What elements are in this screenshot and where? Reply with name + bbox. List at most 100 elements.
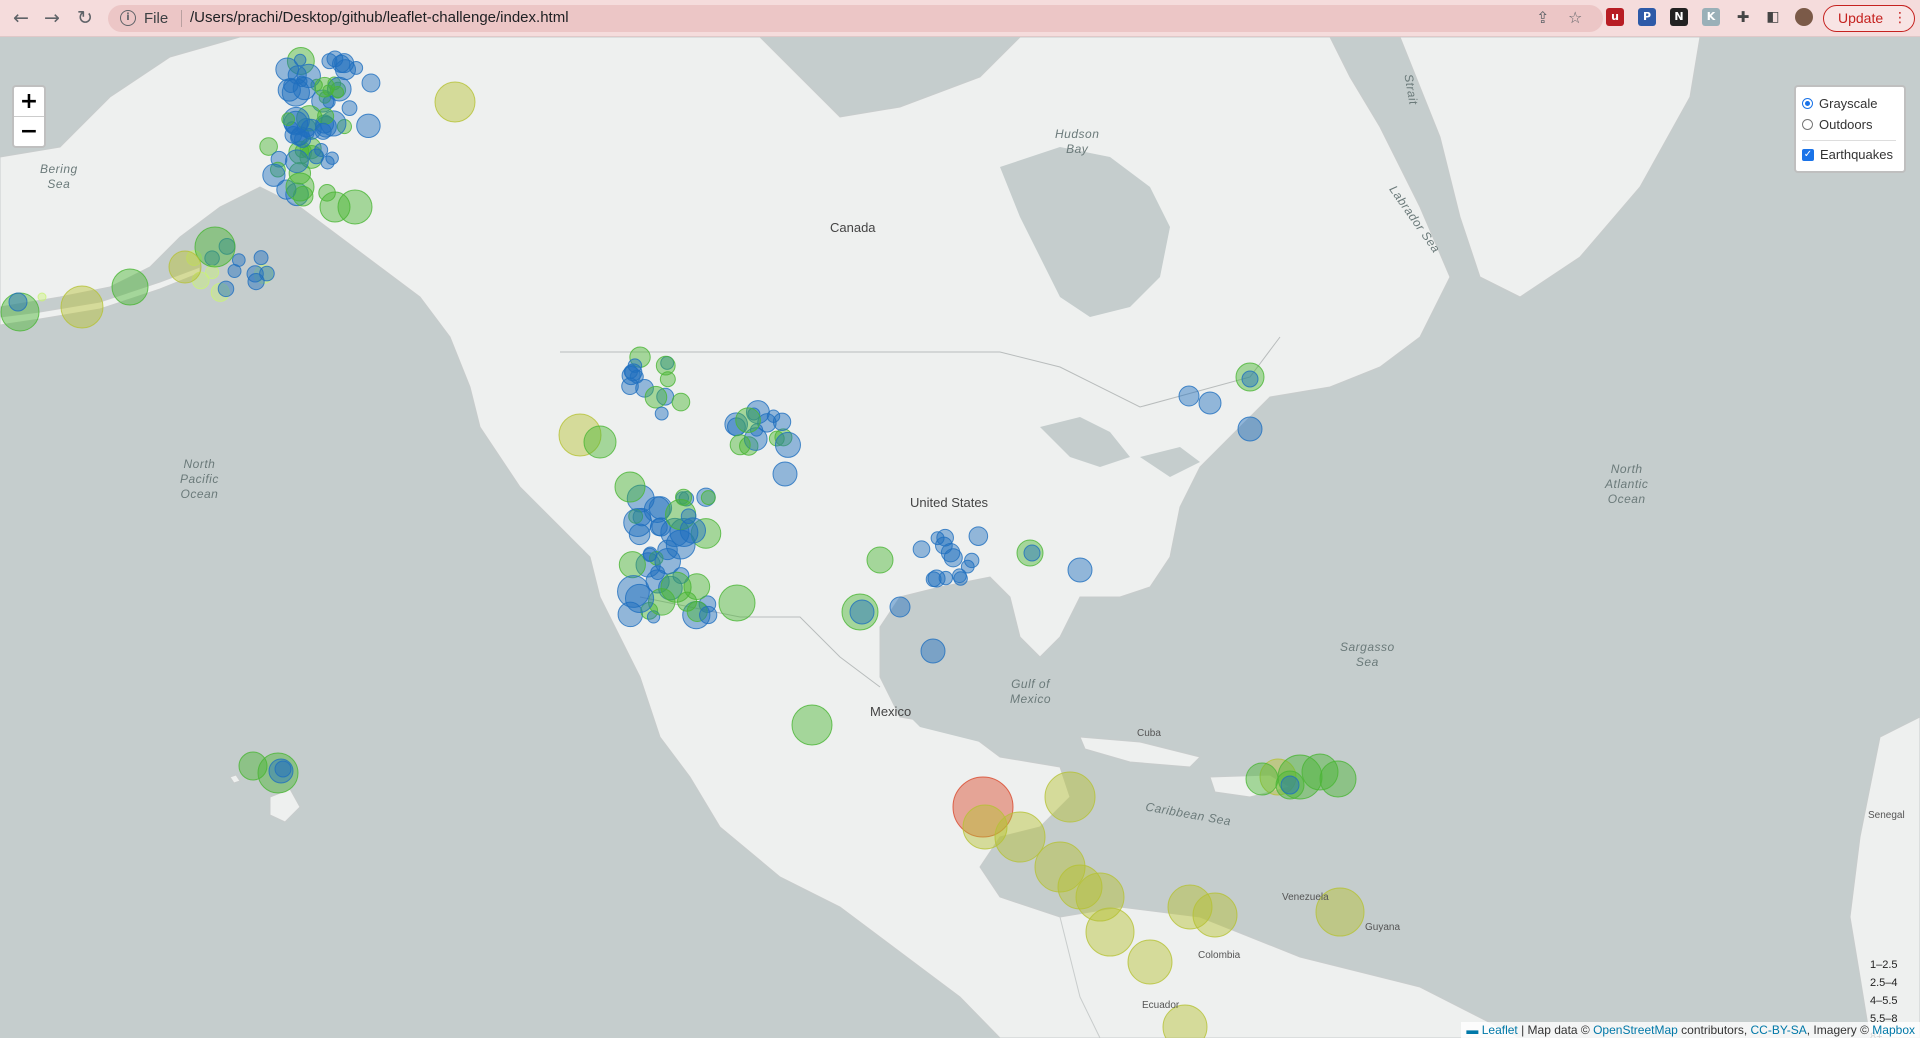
- earthquake-marker[interactable]: [700, 490, 716, 506]
- zoom-in-button[interactable]: +: [14, 87, 44, 117]
- earthquake-marker[interactable]: [1198, 391, 1222, 415]
- earthquake-marker[interactable]: [671, 392, 691, 412]
- earthquake-marker[interactable]: [217, 280, 235, 298]
- earthquake-marker[interactable]: [629, 369, 644, 384]
- earthquake-marker[interactable]: [1315, 887, 1365, 937]
- earthquake-marker[interactable]: [361, 73, 381, 93]
- earthquake-marker[interactable]: [644, 385, 668, 409]
- ublock-extension-icon[interactable]: u: [1606, 8, 1624, 26]
- earthquake-marker[interactable]: [772, 412, 792, 432]
- earthquake-marker[interactable]: [680, 508, 697, 525]
- bookmark-star-icon[interactable]: ☆: [1568, 8, 1583, 27]
- earthquake-marker[interactable]: [936, 528, 954, 547]
- earthquake-marker[interactable]: [943, 548, 963, 568]
- earthquake-marker[interactable]: [583, 425, 617, 459]
- earthquake-marker[interactable]: [841, 593, 879, 631]
- earthquake-marker[interactable]: [314, 142, 329, 157]
- earthquake-marker[interactable]: [317, 107, 335, 125]
- earthquake-marker[interactable]: [285, 172, 315, 202]
- earthquake-marker[interactable]: [617, 601, 644, 628]
- profile-avatar[interactable]: [1795, 8, 1813, 26]
- earthquake-marker[interactable]: [952, 776, 1014, 838]
- license-link[interactable]: CC-BY-SA: [1750, 1023, 1807, 1037]
- earthquake-marker[interactable]: [168, 250, 202, 284]
- earthquake-marker[interactable]: [8, 292, 28, 312]
- earthquake-marker[interactable]: [259, 137, 278, 156]
- earthquake-marker[interactable]: [318, 184, 336, 202]
- earthquake-marker[interactable]: [774, 428, 793, 447]
- earthquake-marker[interactable]: [640, 601, 659, 620]
- earthquake-marker[interactable]: [1127, 939, 1173, 985]
- earthquake-marker[interactable]: [654, 406, 669, 421]
- earthquake-marker[interactable]: [618, 551, 646, 579]
- earthquake-marker[interactable]: [262, 163, 286, 187]
- address-bar[interactable]: i File /Users/prachi/Desktop/github/leaf…: [108, 5, 1603, 32]
- leaflet-link[interactable]: Leaflet: [1481, 1023, 1518, 1037]
- earthquake-marker[interactable]: [293, 53, 307, 67]
- base-layer-grayscale[interactable]: Grayscale: [1802, 93, 1896, 114]
- earthquake-marker[interactable]: [1280, 775, 1300, 795]
- earthquake-marker[interactable]: [1034, 841, 1086, 893]
- earthquake-marker[interactable]: [920, 638, 946, 664]
- earthquake-marker[interactable]: [628, 508, 644, 524]
- earthquake-marker[interactable]: [635, 378, 654, 398]
- extension-icon-2[interactable]: K: [1702, 8, 1720, 26]
- earthquake-marker[interactable]: [286, 47, 315, 75]
- earthquake-marker[interactable]: [337, 189, 373, 225]
- earthquake-marker[interactable]: [231, 253, 246, 267]
- earthquake-marker[interactable]: [1241, 370, 1259, 388]
- earthquake-marker[interactable]: [281, 112, 296, 127]
- earthquake-marker[interactable]: [314, 76, 335, 98]
- earthquake-marker[interactable]: [186, 250, 202, 266]
- earthquake-marker[interactable]: [624, 583, 655, 613]
- url-text[interactable]: /Users/prachi/Desktop/github/leaflet-cha…: [190, 9, 569, 26]
- earthquake-marker[interactable]: [648, 550, 664, 566]
- earthquake-marker[interactable]: [627, 358, 643, 373]
- earthquake-marker[interactable]: [940, 542, 961, 563]
- earthquake-marker[interactable]: [283, 77, 299, 94]
- earthquake-marker[interactable]: [889, 596, 911, 618]
- earthquake-marker[interactable]: [791, 704, 833, 746]
- earthquake-marker[interactable]: [927, 569, 946, 588]
- earthquake-marker[interactable]: [191, 271, 210, 290]
- earthquake-marker[interactable]: [314, 122, 332, 140]
- earthquake-marker[interactable]: [274, 760, 292, 778]
- earthquake-marker[interactable]: [1235, 362, 1265, 392]
- earthquake-marker[interactable]: [679, 517, 707, 544]
- menu-dots-icon[interactable]: ⋮: [1893, 10, 1907, 26]
- side-panel-icon[interactable]: ◧: [1766, 9, 1780, 25]
- reload-icon[interactable]: ↻: [77, 7, 93, 29]
- earthquake-marker[interactable]: [205, 265, 220, 280]
- earthquake-marker[interactable]: [294, 130, 312, 148]
- earthquake-marker[interactable]: [912, 540, 931, 559]
- earthquake-marker[interactable]: [1057, 864, 1103, 910]
- extension-icon[interactable]: P: [1638, 8, 1656, 26]
- earthquake-marker[interactable]: [37, 292, 47, 302]
- earthquake-marker[interactable]: [60, 285, 104, 329]
- earthquake-marker[interactable]: [253, 250, 269, 266]
- earthquake-marker[interactable]: [1067, 557, 1093, 583]
- earthquake-marker[interactable]: [655, 355, 676, 376]
- earthquake-marker[interactable]: [772, 461, 798, 487]
- earthquake-marker[interactable]: [1162, 1004, 1208, 1038]
- earthquake-marker[interactable]: [434, 81, 476, 123]
- info-icon[interactable]: i: [120, 10, 136, 26]
- earthquake-marker[interactable]: [866, 546, 894, 574]
- earthquake-marker[interactable]: [1178, 385, 1200, 407]
- notion-extension-icon[interactable]: N: [1670, 8, 1688, 26]
- map-canvas[interactable]: [0, 37, 1920, 1038]
- earthquake-marker[interactable]: [735, 407, 761, 434]
- earthquake-marker[interactable]: [657, 539, 678, 561]
- earthquake-marker[interactable]: [994, 811, 1046, 863]
- earthquake-marker[interactable]: [111, 268, 149, 306]
- earthquake-marker[interactable]: [349, 60, 364, 75]
- update-button[interactable]: Update ⋮: [1823, 5, 1915, 32]
- earthquake-marker[interactable]: [285, 149, 309, 174]
- grayscale-radio[interactable]: [1802, 98, 1813, 109]
- earthquake-marker[interactable]: [849, 599, 875, 625]
- earthquake-marker[interactable]: [699, 605, 718, 625]
- earthquake-marker[interactable]: [614, 471, 646, 503]
- earthquake-marker[interactable]: [953, 571, 968, 586]
- mapbox-link[interactable]: Mapbox: [1872, 1023, 1915, 1037]
- earthquake-marker[interactable]: [341, 100, 358, 117]
